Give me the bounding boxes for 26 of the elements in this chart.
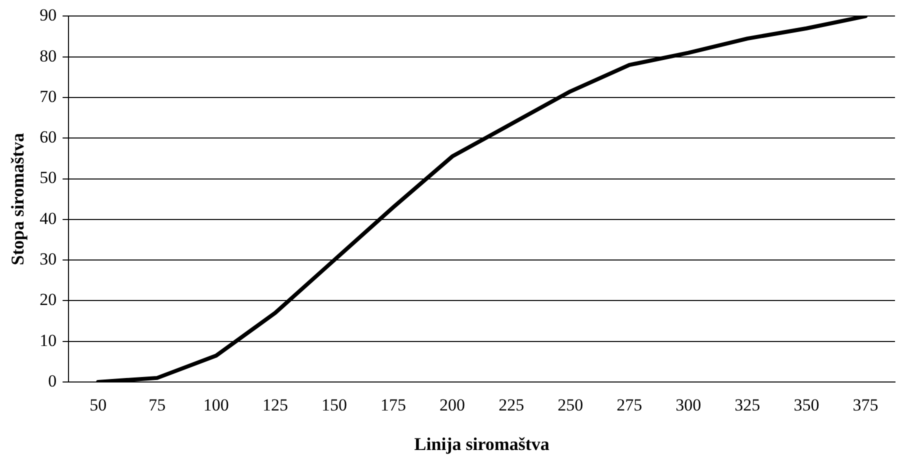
y-tick-label: 60 — [40, 128, 57, 147]
x-tick-label: 100 — [203, 396, 229, 415]
y-tick-label: 80 — [40, 46, 57, 66]
x-tick-label: 300 — [676, 396, 702, 415]
y-tick-label: 0 — [48, 371, 57, 390]
y-tick-label: 10 — [40, 330, 57, 350]
x-tick-label: 225 — [498, 396, 524, 415]
x-tick-label: 75 — [148, 396, 166, 415]
x-tick-label: 175 — [380, 396, 406, 415]
x-tick-label: 325 — [734, 396, 760, 415]
y-tick-label: 70 — [40, 86, 57, 106]
x-tick-label: 350 — [794, 396, 820, 415]
y-tick-label: 20 — [40, 290, 57, 310]
x-axis-title: Linija siromaštva — [414, 434, 550, 454]
x-tick-label: 250 — [558, 396, 584, 415]
y-tick-label: 40 — [40, 208, 57, 228]
x-tick-label: 50 — [90, 396, 107, 415]
x-tick-label: 200 — [440, 396, 466, 415]
y-axis-title: Stopa siromaštva — [7, 133, 28, 266]
y-tick-label: 90 — [40, 6, 57, 25]
y-tick-label: 50 — [40, 168, 57, 188]
x-tick-label: 150 — [321, 396, 347, 415]
x-tick-label: 375 — [852, 396, 878, 415]
x-tick-label: 125 — [262, 396, 288, 415]
x-tick-label: 275 — [616, 396, 642, 415]
y-tick-label: 30 — [40, 250, 57, 269]
